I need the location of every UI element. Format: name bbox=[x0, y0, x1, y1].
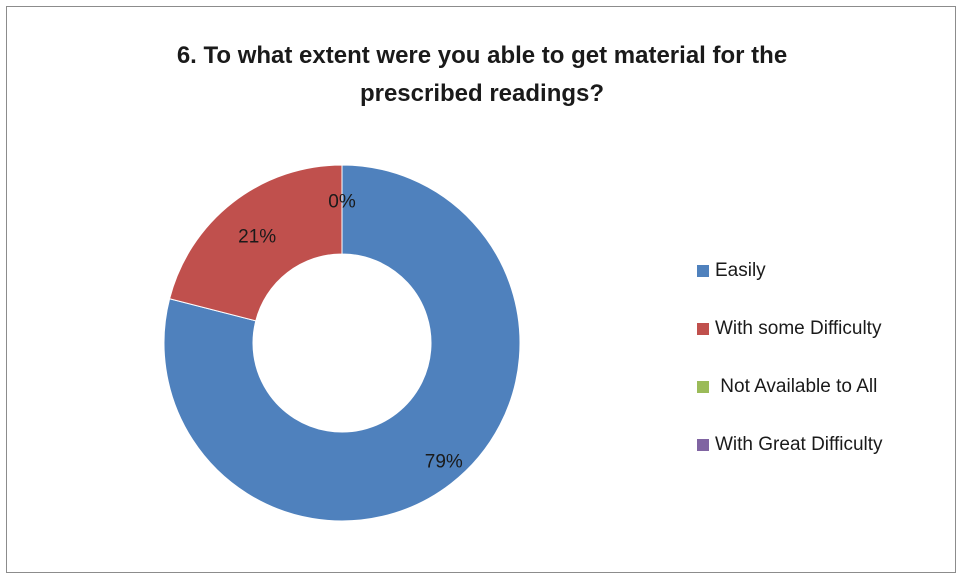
donut-slice-with-some-difficulty bbox=[168, 164, 343, 322]
legend-label-with-great-difficulty: With Great Difficulty bbox=[715, 434, 883, 455]
legend-swatch-with-great-difficulty bbox=[697, 439, 709, 451]
legend-label-with-some-difficulty: With some Difficulty bbox=[715, 318, 882, 339]
donut-slice-easily bbox=[163, 164, 521, 522]
chart-legend: Easily With some Difficulty Not Availabl… bbox=[697, 259, 883, 491]
data-label-with-some-difficulty: 21% bbox=[238, 227, 276, 248]
donut-chart: 79% 21% 0% bbox=[163, 164, 521, 522]
legend-swatch-with-some-difficulty bbox=[697, 323, 709, 335]
legend-label-easily: Easily bbox=[715, 260, 766, 281]
legend-swatch-easily bbox=[697, 265, 709, 277]
legend-swatch-not-available-to-all bbox=[697, 381, 709, 393]
chart-title: 6. To what extent were you able to get m… bbox=[7, 37, 957, 113]
legend-item-with-some-difficulty: With some Difficulty bbox=[697, 317, 883, 341]
legend-item-easily: Easily bbox=[697, 259, 883, 283]
legend-item-with-great-difficulty: With Great Difficulty bbox=[697, 433, 883, 457]
chart-title-line-2: prescribed readings? bbox=[359, 80, 605, 107]
data-label-easily: 79% bbox=[425, 452, 463, 473]
legend-item-not-available-to-all: Not Available to All bbox=[697, 375, 883, 399]
legend-label-not-available-to-all: Not Available to All bbox=[715, 376, 878, 397]
chart-title-line-1: 6. To what extent were you able to get m… bbox=[176, 42, 788, 69]
data-label-not-available-to-all: 0% bbox=[328, 192, 356, 213]
chart-frame: 6. To what extent were you able to get m… bbox=[6, 6, 956, 573]
